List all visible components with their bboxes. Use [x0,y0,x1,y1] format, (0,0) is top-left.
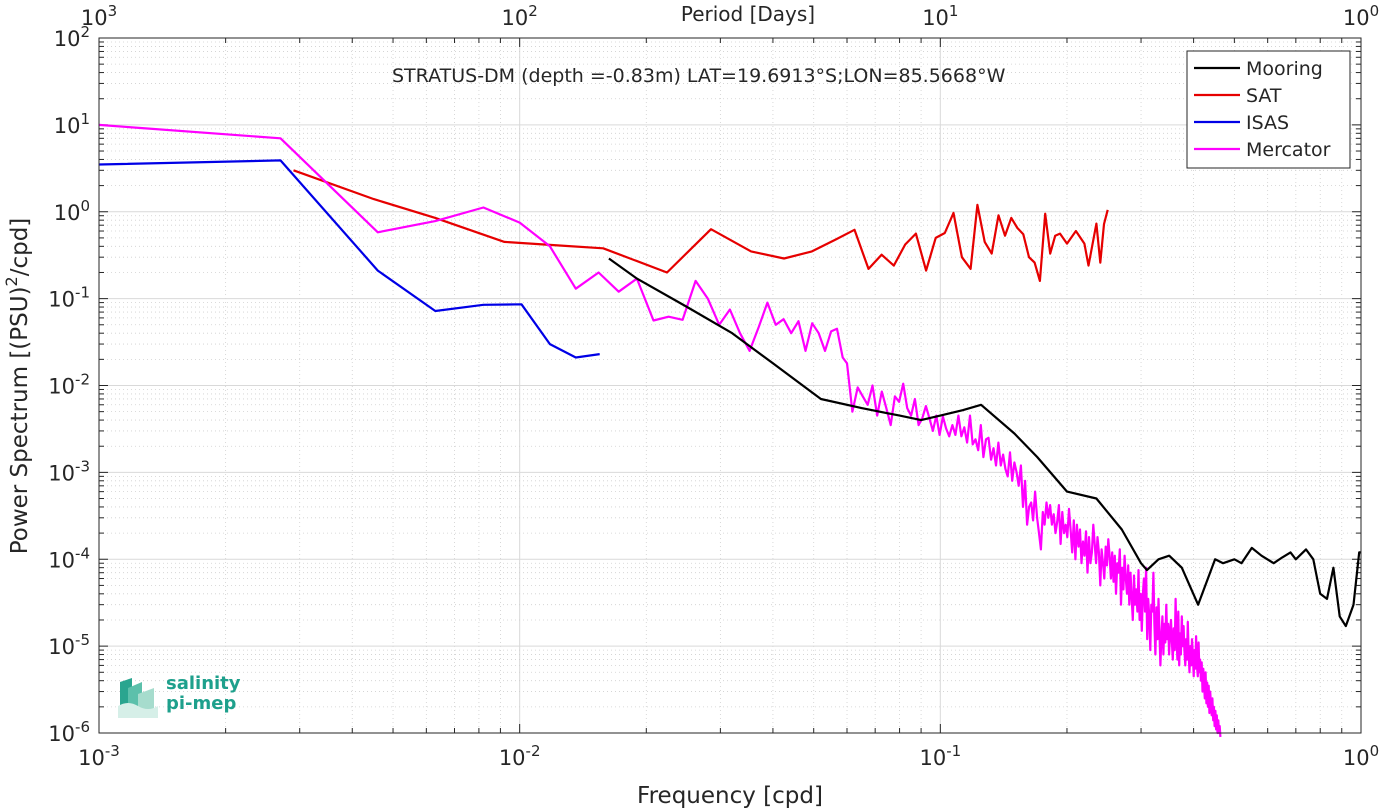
legend-label-isas: ISAS [1246,112,1289,134]
y-tick-label: 101 [54,110,90,138]
legend-label-sat: SAT [1246,85,1282,107]
top-tick-label: 100 [1343,2,1379,30]
x-axis-label: Frequency [cpd] [637,783,823,809]
y-tick-label: 10-2 [48,371,90,399]
y-tick-label: 100 [54,197,90,225]
series-line-mercator [98,123,1222,738]
top-tick-label: 101 [922,2,958,30]
y-tick-label: 102 [54,23,90,51]
y-tick-label: 10-6 [48,718,90,746]
series-group [98,123,1361,738]
wave-logo-icon [118,678,158,718]
salinity-pi-mep-logo: salinity pi-mep [118,672,248,724]
y-tick-label: 10-1 [48,284,90,312]
logo-text: salinity pi-mep [166,674,241,714]
y-axis-label: Power Spectrum [(PSU)2/cpd] [2,218,33,555]
chart-title: STRATUS-DM (depth =-0.83m) LAT=19.6913°S… [392,65,1006,87]
y-tick-label: 10-3 [48,457,90,485]
logo-line-1: salinity [166,673,241,694]
x-tick-label: 10-1 [919,742,961,770]
grid [98,38,1361,734]
top-tick-label: 102 [502,2,538,30]
series-line-sat [293,169,1109,282]
top-axis-label: Period [Days] [681,2,815,26]
series-line-mooring [608,257,1361,628]
legend-label-mooring: Mooring [1246,58,1323,80]
legend: Mooring SAT ISAS Mercator [1186,50,1351,169]
logo-line-2: pi-mep [166,693,237,714]
y-tick-label: 10-4 [48,544,90,572]
plot-frame [98,37,1362,734]
top-tick-label: 103 [81,2,117,30]
x-tick-label: 10-3 [78,742,120,770]
series-line-isas [98,159,600,359]
x-tick-label: 10-2 [499,742,541,770]
y-tick-label: 10-5 [48,631,90,659]
x-tick-label: 100 [1343,742,1379,770]
legend-label-mercator: Mercator [1246,139,1331,161]
